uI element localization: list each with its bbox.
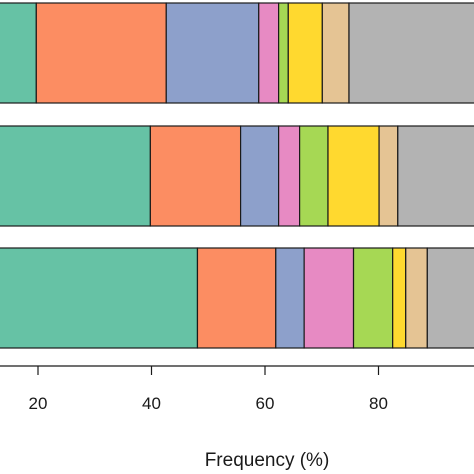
x-tick-label-80: 80 <box>369 394 388 413</box>
bar-row-2-segment-6 <box>327 125 380 227</box>
bar-row-1-segment-3 <box>165 2 260 104</box>
bar-row-2-segment-8 <box>397 125 474 227</box>
x-tick-label-60: 60 <box>256 394 275 413</box>
x-tick-label-40: 40 <box>142 394 161 413</box>
bar-row-1-segment-4 <box>258 2 280 104</box>
bar-row-3-segment-5 <box>352 247 394 349</box>
bar-row-3-segment-1 <box>0 247 199 349</box>
bar-row-1-segment-5 <box>278 2 289 104</box>
bars-layer <box>0 2 474 349</box>
bar-row-3-segment-4 <box>303 247 355 349</box>
x-axis-ticks: 20 40 60 80 <box>29 366 388 413</box>
bar-row-3-segment-3 <box>275 247 305 349</box>
x-tick-label-20: 20 <box>29 394 48 413</box>
bar-row-2-segment-4 <box>278 125 301 227</box>
bar-row-1-segment-2 <box>35 2 167 104</box>
bar-row-2-segment-5 <box>299 125 329 227</box>
bar-row-2-segment-1 <box>0 125 151 227</box>
bar-row-1-segment-6 <box>287 2 323 104</box>
bar-row-2-segment-7 <box>378 125 399 227</box>
bar-row-3-segment-2 <box>196 247 277 349</box>
bar-row-3-segment-7 <box>405 247 428 349</box>
bar-row-1-segment-1 <box>0 2 37 104</box>
bar-row-3-segment-6 <box>392 247 407 349</box>
bar-row-1-segment-8 <box>348 2 474 104</box>
bar-row-2-segment-3 <box>239 125 280 227</box>
bar-row-3-segment-8 <box>426 247 474 349</box>
bar-row-1-segment-7 <box>321 2 350 104</box>
x-axis-title: Frequency (%) <box>205 450 330 471</box>
bar-row-2-segment-2 <box>149 125 242 227</box>
